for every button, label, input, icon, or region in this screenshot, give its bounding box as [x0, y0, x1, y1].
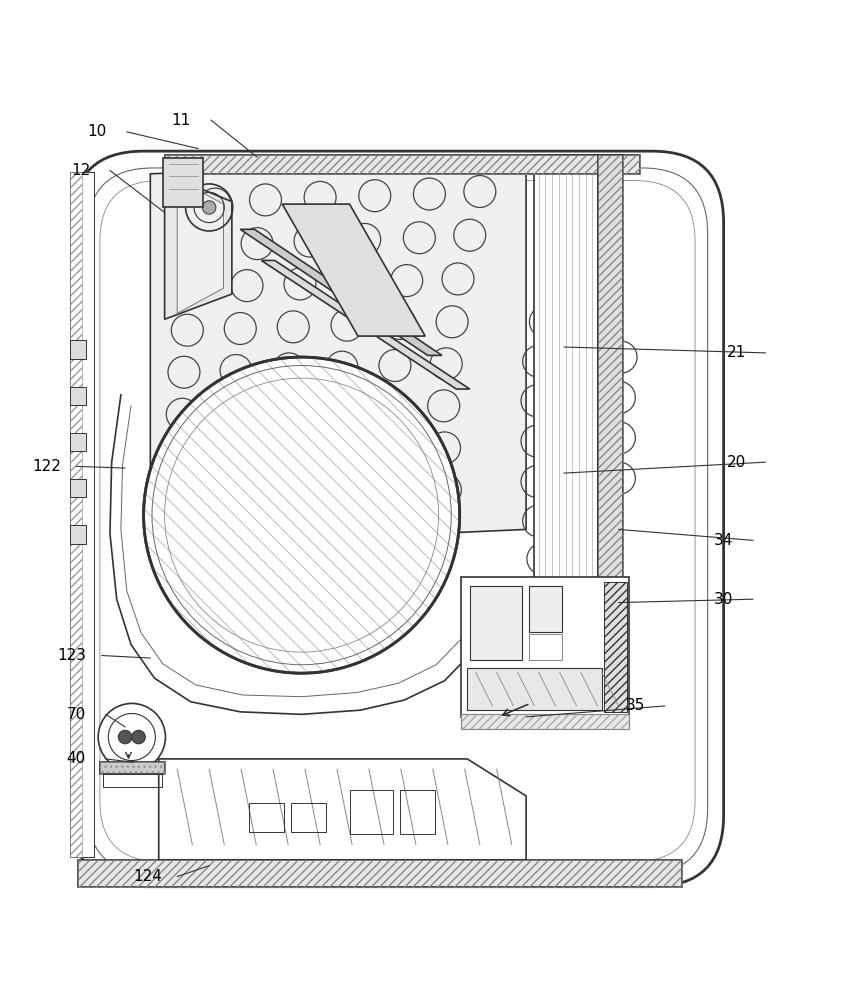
Polygon shape: [461, 577, 630, 717]
Bar: [529, 634, 562, 660]
Bar: [470, 586, 522, 660]
Bar: [71, 525, 86, 544]
Polygon shape: [151, 158, 526, 546]
Polygon shape: [177, 179, 223, 313]
Text: 35: 35: [626, 698, 645, 713]
Text: 122: 122: [33, 459, 61, 474]
Bar: [165, 155, 640, 174]
Polygon shape: [605, 582, 627, 712]
Bar: [71, 340, 86, 359]
Polygon shape: [240, 229, 442, 355]
Polygon shape: [282, 204, 425, 336]
Text: 20: 20: [727, 455, 746, 470]
Bar: [78, 860, 681, 887]
Bar: [248, 803, 284, 832]
Circle shape: [144, 357, 460, 673]
Bar: [598, 155, 623, 584]
Bar: [71, 387, 86, 405]
FancyBboxPatch shape: [72, 151, 723, 887]
Text: 70: 70: [67, 707, 86, 722]
Text: 30: 30: [714, 592, 733, 607]
Bar: [290, 803, 326, 832]
Bar: [71, 172, 83, 857]
Bar: [104, 774, 163, 787]
Text: 11: 11: [172, 113, 191, 128]
Bar: [461, 714, 630, 729]
Polygon shape: [261, 260, 470, 389]
Text: 124: 124: [133, 869, 163, 884]
Circle shape: [99, 703, 166, 771]
Text: 123: 123: [57, 648, 87, 663]
Text: 40: 40: [67, 751, 86, 766]
Bar: [163, 158, 203, 207]
Bar: [349, 790, 393, 834]
Bar: [71, 433, 86, 451]
Bar: [598, 155, 623, 584]
Bar: [100, 762, 166, 774]
Bar: [165, 155, 640, 174]
Polygon shape: [165, 174, 232, 319]
Text: 10: 10: [88, 124, 107, 139]
Text: 21: 21: [727, 345, 746, 360]
Text: 12: 12: [71, 163, 90, 178]
Bar: [71, 172, 94, 857]
Polygon shape: [467, 668, 602, 710]
Bar: [535, 155, 598, 584]
Bar: [78, 860, 681, 887]
Circle shape: [132, 730, 146, 744]
Bar: [71, 479, 86, 497]
Text: 34: 34: [714, 533, 733, 548]
Circle shape: [119, 730, 132, 744]
Polygon shape: [159, 759, 526, 860]
Bar: [461, 714, 630, 729]
Bar: [100, 762, 166, 774]
Circle shape: [202, 201, 216, 214]
Bar: [400, 790, 435, 834]
Bar: [529, 586, 562, 632]
